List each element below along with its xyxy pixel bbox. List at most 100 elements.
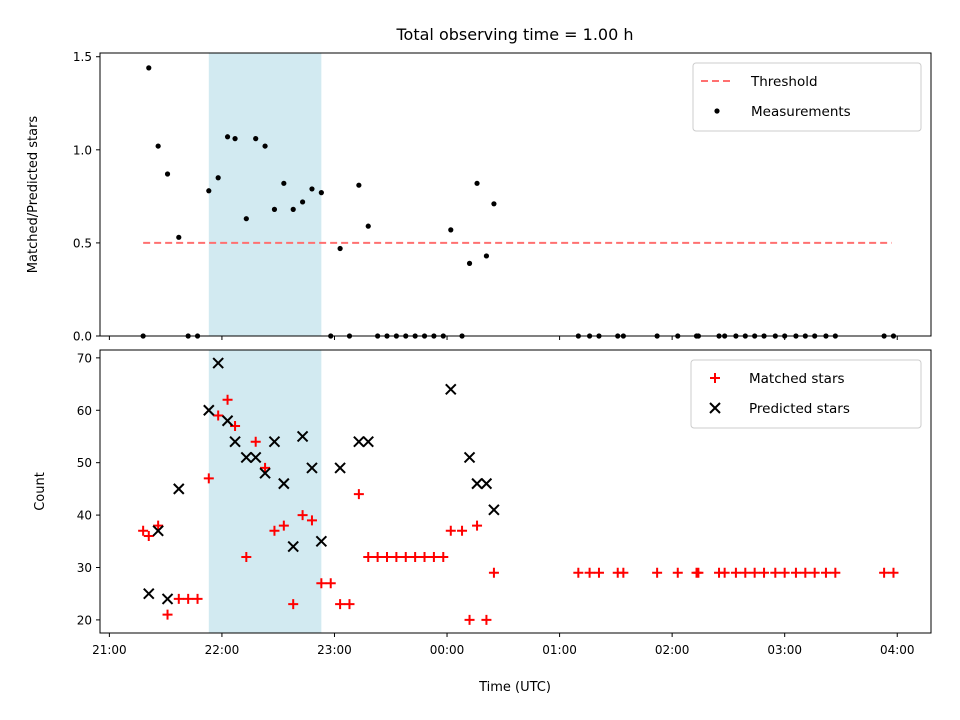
data-point [146, 65, 152, 71]
data-point [472, 520, 483, 531]
data-point [152, 525, 164, 537]
y-tick-label: 1.5 [73, 50, 92, 64]
data-point [173, 593, 184, 604]
data-point [363, 552, 374, 563]
data-point [445, 525, 456, 536]
data-point [296, 430, 309, 443]
data-point [365, 223, 371, 229]
legend-box [690, 359, 922, 429]
data-point [297, 510, 308, 521]
data-point [410, 552, 421, 563]
legend: Matched stars Predicted stars [690, 359, 922, 429]
legend-predicted-swatch [709, 402, 721, 414]
data-point [573, 567, 584, 578]
data-point [224, 134, 231, 140]
data-point [173, 483, 185, 495]
data-point [281, 180, 287, 186]
data-point [203, 473, 214, 484]
x-axis-label: Time (UTC) [478, 680, 551, 695]
data-point [779, 567, 790, 578]
x-tick-label: 04:00 [880, 643, 915, 657]
data-point [215, 175, 221, 181]
y-tick-label: 50 [77, 456, 92, 470]
x-tick-label: 22:00 [205, 643, 240, 657]
data-point [306, 515, 317, 526]
data-point [221, 415, 234, 427]
data-point [287, 540, 299, 553]
data-point [428, 552, 439, 563]
data-point [770, 567, 781, 578]
data-point [271, 206, 278, 212]
y-tick-label: 40 [77, 509, 92, 523]
y-tick-label: 1.0 [73, 143, 92, 157]
data-point [240, 451, 253, 464]
axes-frame [99, 349, 932, 634]
data-point [241, 552, 252, 563]
data-point [268, 436, 281, 448]
legend-box [692, 62, 922, 132]
data-point [206, 188, 212, 194]
chart-title: Total observing time = 1.00 h [395, 25, 633, 44]
data-point [337, 245, 343, 252]
data-point [278, 520, 289, 531]
data-point [809, 567, 820, 578]
data-point [491, 201, 497, 207]
data-point [253, 136, 259, 142]
y-tick-label: 20 [77, 613, 92, 627]
data-point [466, 260, 473, 266]
data-point [176, 234, 182, 240]
y-tick-label: 30 [77, 561, 92, 575]
highlight-span [208, 350, 322, 633]
data-point [464, 614, 475, 625]
highlight-span [208, 53, 322, 336]
data-point [488, 504, 500, 516]
legend-label: Predicted stars [749, 401, 850, 417]
data-point [618, 567, 629, 578]
data-point [419, 552, 430, 563]
y-tick-label: 60 [77, 404, 92, 418]
data-point [471, 477, 483, 490]
data-point [448, 227, 454, 233]
top-panel: 0.0 0.5 1.0 1.5 Matched/Predicted stars Thres… [26, 50, 932, 344]
data-point [830, 567, 841, 578]
x-tick-label: 01:00 [542, 643, 577, 657]
data-point [290, 206, 296, 212]
data-point [316, 578, 327, 589]
data-point [438, 552, 449, 563]
data-point [356, 182, 362, 188]
data-point [153, 520, 164, 531]
legend-measurements-swatch [714, 108, 720, 114]
data-point [269, 525, 280, 536]
data-point [249, 451, 262, 464]
data-point [488, 567, 499, 578]
data-point [183, 593, 194, 604]
data-point [143, 531, 154, 542]
data-point [749, 567, 760, 578]
data-point [192, 593, 203, 604]
data-point [260, 462, 271, 473]
data-point [203, 404, 215, 416]
legend-label: Matched stars [749, 371, 845, 387]
data-point [445, 383, 457, 396]
data-point [483, 253, 490, 259]
axes-frame [99, 52, 932, 337]
data-point [463, 451, 476, 464]
data-point [481, 614, 492, 625]
data-point [155, 143, 161, 149]
y-axis-label: Count [33, 472, 48, 511]
data-point [222, 394, 233, 405]
x-tick-label: 02:00 [655, 643, 690, 657]
data-point [719, 567, 730, 578]
data-point [790, 567, 801, 578]
legend-matched-swatch [710, 373, 720, 383]
y-tick-label: 70 [77, 351, 92, 365]
data-point [693, 567, 704, 578]
data-point [382, 552, 393, 563]
data-point [740, 567, 751, 578]
series-measurements [140, 65, 897, 339]
series-predicted-stars [143, 357, 500, 605]
data-point [143, 587, 155, 600]
data-point [353, 436, 365, 448]
legend-label: Threshold [750, 74, 818, 90]
bottom-panel: 20 30 40 50 60 70 21:00 22:00 23:00 00:00 01:00 02:… [33, 349, 932, 657]
